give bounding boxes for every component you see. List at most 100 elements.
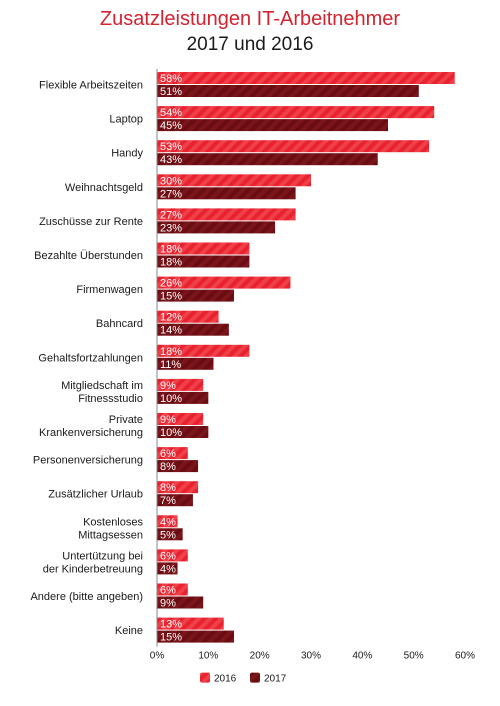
- bar-2016-13: [157, 515, 178, 528]
- data-label-2017-12: 7%: [160, 495, 176, 507]
- bar-2017-2: [157, 153, 378, 166]
- data-label-2017-2: 43%: [160, 154, 182, 166]
- category-label-12: Zusätzlicher Urlaub: [48, 489, 143, 501]
- category-label-5: Bezahlte Überstunden: [34, 250, 143, 262]
- bar-2017-9: [157, 391, 209, 404]
- bar-2017-5: [157, 255, 250, 268]
- data-label-2017-7: 14%: [160, 325, 182, 337]
- chart-subtitle: 2017 und 2016: [186, 34, 314, 55]
- bar-2017-8: [157, 357, 214, 370]
- bar-2016-14: [157, 549, 188, 562]
- category-label-11: Personenversicherung: [33, 455, 143, 467]
- x-tick-label-5: 50%: [404, 651, 424, 662]
- data-label-2017-0: 51%: [160, 86, 182, 98]
- bar-2016-11: [157, 447, 188, 460]
- bar-2016-15: [157, 583, 188, 596]
- data-label-2017-1: 45%: [160, 120, 182, 132]
- bar-2016-16: [157, 617, 224, 630]
- category-label-10: Private Krankenversicherung: [39, 414, 143, 439]
- data-label-2017-4: 23%: [160, 222, 182, 234]
- x-tick-label-6: 60%: [455, 651, 475, 662]
- legend-label-2017: 2017: [264, 674, 287, 685]
- data-label-2016-12: 8%: [160, 482, 176, 494]
- bar-2017-0: [157, 85, 419, 97]
- x-tick-label-1: 10%: [198, 651, 218, 662]
- bar-2017-1: [157, 119, 388, 132]
- bar-2017-6: [157, 289, 234, 302]
- x-tick-label-0: 0%: [150, 651, 165, 662]
- bar-2017-13: [157, 528, 183, 541]
- data-label-2017-3: 27%: [160, 188, 182, 200]
- data-label-2016-2: 53%: [160, 141, 182, 153]
- chart-legend: 2016 2017: [200, 672, 287, 685]
- data-label-2017-16: 15%: [160, 632, 182, 644]
- data-label-2016-8: 18%: [160, 346, 182, 358]
- data-label-2016-14: 6%: [160, 550, 176, 562]
- bar-2016-10: [157, 413, 204, 425]
- category-label-0: Flexible Arbeitszeiten: [39, 80, 143, 92]
- data-label-2017-15: 9%: [160, 598, 176, 610]
- category-label-1: Laptop: [109, 114, 143, 126]
- bar-2016-6: [157, 276, 291, 289]
- data-label-2016-13: 4%: [160, 516, 176, 528]
- data-label-2016-11: 6%: [160, 448, 176, 460]
- category-label-3: Weihnachtsgeld: [65, 182, 143, 194]
- category-label-9: Mitgliedschaft im Fitnessstudio: [61, 380, 143, 405]
- data-label-2017-5: 18%: [160, 257, 182, 269]
- category-label-8: Gehaltsfortzahlungen: [38, 352, 143, 364]
- bar-2017-11: [157, 460, 199, 473]
- bar-2016-3: [157, 174, 311, 187]
- data-label-2016-0: 58%: [160, 73, 182, 85]
- category-label-6: Firmenwagen: [76, 284, 143, 296]
- data-label-2016-1: 54%: [160, 107, 182, 119]
- category-label-13: Kostenloses Mittagsessen: [78, 516, 143, 541]
- category-label-15: Andere (bitte angeben): [30, 591, 143, 603]
- bar-2016-12: [157, 481, 199, 494]
- category-label-4: Zuschüsse zur Rente: [39, 216, 143, 228]
- category-label-14: Untertützung bei der Kinderbetreuung: [43, 550, 143, 575]
- bar-2017-10: [157, 426, 209, 438]
- data-label-2016-9: 9%: [160, 380, 176, 392]
- legend-swatch-2017: [250, 672, 260, 683]
- legend-swatch-2016: [200, 672, 210, 683]
- data-label-2016-7: 12%: [160, 312, 182, 324]
- bar-2017-14: [157, 562, 178, 575]
- data-label-2017-8: 11%: [160, 359, 181, 371]
- bar-2016-2: [157, 140, 430, 153]
- bar-2016-5: [157, 242, 250, 255]
- data-label-2016-6: 26%: [160, 278, 182, 290]
- bar-2017-15: [157, 596, 204, 609]
- data-label-2017-9: 10%: [160, 393, 182, 405]
- data-label-2016-16: 13%: [160, 619, 182, 631]
- data-label-2016-4: 27%: [160, 209, 182, 221]
- bar-2017-12: [157, 494, 193, 507]
- category-label-7: Bahncard: [96, 318, 143, 330]
- bar-2017-16: [157, 630, 234, 643]
- bar-2016-1: [157, 106, 435, 119]
- bar-2017-4: [157, 221, 276, 234]
- data-label-2017-14: 4%: [160, 563, 176, 575]
- data-label-2016-3: 30%: [160, 175, 182, 187]
- x-tick-label-2: 20%: [250, 651, 270, 662]
- x-tick-label-4: 40%: [352, 651, 372, 662]
- data-label-2017-10: 10%: [160, 427, 182, 439]
- chart-title: Zusatzleistungen IT-Arbeitnehmer: [99, 8, 401, 30]
- data-label-2016-5: 18%: [160, 244, 182, 256]
- data-label-2016-15: 6%: [160, 585, 176, 597]
- bar-2017-7: [157, 323, 229, 336]
- data-label-2017-6: 15%: [160, 291, 182, 303]
- data-label-2017-13: 5%: [160, 529, 176, 541]
- bar-2016-7: [157, 310, 219, 323]
- category-label-2: Handy: [111, 148, 143, 160]
- bar-2016-9: [157, 378, 204, 391]
- legend-label-2016: 2016: [214, 674, 237, 685]
- data-label-2016-10: 9%: [160, 414, 176, 426]
- bar-2016-4: [157, 208, 296, 221]
- x-tick-label-3: 30%: [301, 651, 321, 662]
- data-label-2017-11: 8%: [160, 461, 176, 473]
- bar-2016-0: [157, 72, 455, 84]
- bar-2017-3: [157, 187, 296, 200]
- bar-2016-8: [157, 344, 250, 357]
